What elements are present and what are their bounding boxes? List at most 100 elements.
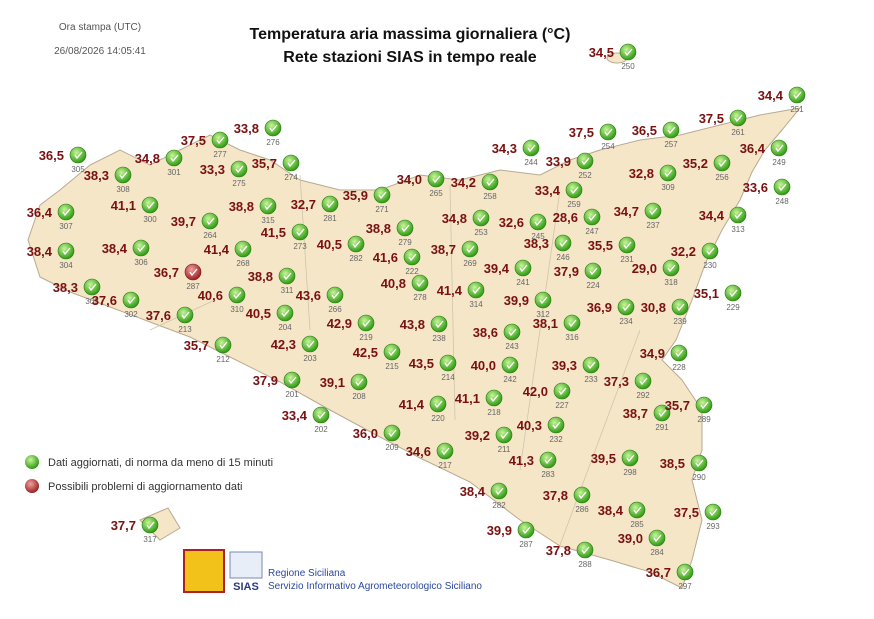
station-id: 237 (646, 221, 660, 230)
station-icon (350, 373, 368, 391)
station-icon (184, 263, 202, 281)
station-id: 306 (134, 258, 148, 267)
station-id: 292 (636, 391, 650, 400)
station-check (552, 421, 561, 430)
temperature: 37,5 (699, 111, 724, 126)
station-check (778, 183, 787, 192)
temperature: 37,8 (546, 543, 571, 558)
station-check (626, 454, 635, 463)
station-icon (264, 119, 282, 137)
station-icon (326, 286, 344, 304)
station-check (296, 228, 305, 237)
station-check (581, 546, 590, 555)
station-check (633, 506, 642, 515)
station-icon (584, 262, 602, 280)
station-id: 213 (178, 325, 192, 334)
station-id: 215 (385, 362, 399, 371)
station-icon (690, 454, 708, 472)
footer: SIAS Regione Siciliana Servizio Informat… (183, 549, 482, 593)
station-check (500, 431, 509, 440)
station-check (216, 136, 225, 145)
temperature: 40,6 (198, 288, 223, 303)
temperature: 35,9 (343, 188, 368, 203)
station-icon (228, 286, 246, 304)
station-id: 212 (216, 355, 230, 364)
station-id: 289 (697, 415, 711, 424)
station-id: 208 (352, 392, 366, 401)
station-id: 274 (284, 173, 298, 182)
print-label: Ora stampa (UTC) (59, 22, 141, 33)
station-id: 218 (487, 408, 501, 417)
station-icon (495, 426, 513, 444)
temperature: 41,4 (437, 283, 463, 298)
station-id: 266 (328, 305, 342, 314)
temperature: 36,4 (740, 141, 766, 156)
station-icon (411, 274, 429, 292)
station-id: 297 (678, 582, 692, 591)
station-id: 261 (731, 128, 745, 137)
station-id: 269 (463, 259, 477, 268)
temperature: 34,3 (492, 141, 517, 156)
station-icon (291, 223, 309, 241)
station-id: 246 (556, 253, 570, 262)
temperature: 42,5 (353, 345, 378, 360)
station-id: 268 (236, 259, 250, 268)
temperature: 33,9 (546, 154, 571, 169)
temperature: 39,9 (504, 293, 529, 308)
temperature: 34,8 (135, 151, 160, 166)
temperature: 38,3 (524, 236, 549, 251)
station-id: 229 (726, 303, 740, 312)
station-icon (383, 343, 401, 361)
station-id: 283 (541, 470, 555, 479)
station-check (472, 286, 481, 295)
station-id: 311 (281, 286, 294, 295)
station-id: 259 (567, 200, 581, 209)
station-id: 273 (293, 242, 307, 251)
station-icon (429, 395, 447, 413)
org: Regione Siciliana (268, 568, 346, 579)
temperature: 39,3 (552, 358, 577, 373)
station-icon (547, 416, 565, 434)
temperature: 39,9 (487, 523, 512, 538)
temperature: 42,9 (327, 316, 352, 331)
temperature: 34,0 (397, 172, 422, 187)
station-icon (69, 146, 87, 164)
station-check (667, 264, 676, 273)
station-check (317, 411, 326, 420)
temperature: 40,0 (471, 358, 496, 373)
station-id: 302 (124, 310, 138, 319)
station-icon (729, 206, 747, 224)
station-icon (114, 166, 132, 184)
station-icon (321, 195, 339, 213)
station-check (695, 459, 704, 468)
station-check (62, 208, 71, 217)
station-check (62, 247, 71, 256)
station-icon (141, 516, 159, 534)
station-icon (373, 186, 391, 204)
station-id: 203 (303, 354, 317, 363)
station-check (146, 521, 155, 530)
station-check (667, 126, 676, 135)
temperature: 39,0 (618, 531, 643, 546)
temperature: 32,2 (671, 244, 696, 259)
station-icon (634, 372, 652, 390)
temperature: 36,7 (154, 265, 179, 280)
temperature: 35,7 (184, 338, 209, 353)
temperature: 40,8 (381, 276, 406, 291)
station-id: 219 (359, 333, 373, 342)
station-id: 282 (349, 254, 363, 263)
temperature: 38,8 (366, 221, 391, 236)
station-check (709, 508, 718, 517)
station-id: 209 (385, 443, 399, 452)
station-id: 313 (731, 225, 745, 234)
station-icon (514, 259, 532, 277)
station-id: 222 (405, 267, 419, 276)
station-icon (553, 382, 571, 400)
station-icon (529, 213, 547, 231)
station-icon (485, 389, 503, 407)
station-check (408, 253, 417, 262)
temperature: 36,5 (39, 148, 64, 163)
station-id: 254 (601, 142, 615, 151)
station-id: 286 (575, 505, 589, 514)
